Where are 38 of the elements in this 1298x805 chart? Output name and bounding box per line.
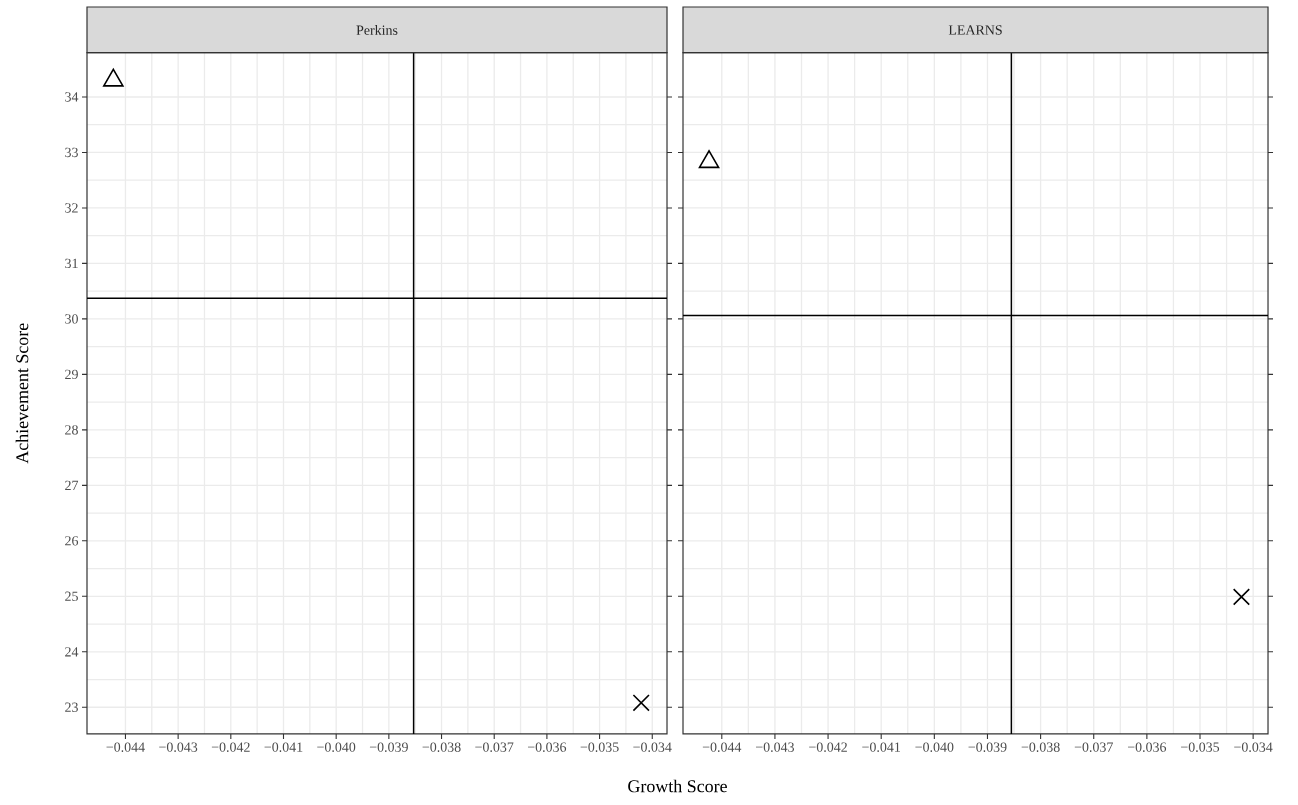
x-tick-label: −0.035 [1181, 742, 1220, 752]
x-tick-label: −0.037 [1074, 742, 1113, 752]
chart-title: LEARNS [948, 25, 1002, 35]
y-tick-label: 23 [65, 702, 78, 712]
x-tick-label: −0.036 [527, 742, 567, 752]
x-tick-label: −0.044 [702, 742, 742, 752]
x-tick-label: −0.038 [1021, 742, 1060, 752]
y-tick-label: 33 [65, 147, 78, 158]
y-tick-label: 30 [65, 314, 78, 324]
x-tick-label: −0.036 [1127, 742, 1167, 752]
x-tick-label: −0.041 [862, 742, 900, 752]
x-tick-label: −0.043 [159, 742, 198, 752]
x-tick-label: −0.040 [915, 742, 954, 752]
y-tick-label: 25 [65, 591, 78, 601]
x-tick-label: −0.039 [968, 742, 1007, 752]
x-tick-label: −0.034 [633, 742, 672, 752]
chart-title: Perkins [356, 25, 398, 35]
y-tick-label: 32 [65, 203, 78, 213]
y-tick-label: 24 [65, 647, 79, 657]
x-tick-label: −0.034 [1234, 742, 1273, 752]
x-tick-label: −0.038 [422, 742, 461, 752]
x-tick-label: −0.039 [369, 742, 408, 752]
x-tick-label: −0.044 [106, 742, 145, 752]
y-axis-title: Achievement Score [15, 323, 29, 464]
y-tick-label: 34 [65, 92, 79, 102]
x-tick-label: −0.042 [809, 742, 847, 752]
y-tick-label: 31 [65, 258, 78, 269]
y-tick-label: 28 [65, 425, 78, 435]
x-tick-label: −0.043 [755, 742, 795, 752]
x-tick-label: −0.042 [211, 742, 250, 752]
x-tick-label: −0.037 [475, 742, 514, 752]
x-axis-title: Growth Score [628, 779, 727, 793]
y-tick-label: 27 [65, 480, 79, 490]
y-tick-label: 29 [65, 369, 78, 380]
x-tick-label: −0.040 [317, 742, 356, 752]
x-tick-label: −0.041 [264, 742, 303, 752]
x-tick-label: −0.035 [580, 742, 619, 752]
y-tick-label: 26 [65, 536, 79, 546]
